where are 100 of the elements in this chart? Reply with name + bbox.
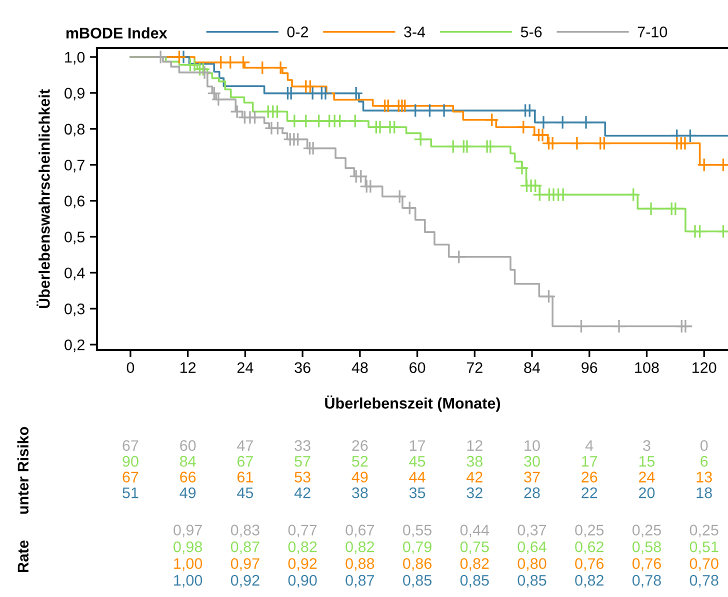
x-tick-label: 0: [126, 362, 134, 374]
data-label: 1,00: [174, 558, 202, 571]
data-label: 17: [582, 456, 598, 467]
data-label: 51: [122, 488, 138, 498]
data-label: 0,25: [575, 524, 604, 538]
data-label: 0,78: [690, 574, 718, 588]
data-label: 0,58: [632, 541, 661, 554]
data-label: 26: [352, 440, 368, 451]
data-label: 0,82: [346, 541, 374, 554]
data-label: 3: [643, 440, 650, 451]
data-label: 10: [524, 440, 540, 451]
data-label: 0,51: [690, 541, 718, 554]
data-label: 0,44: [460, 524, 490, 538]
data-label: 0,75: [460, 541, 489, 554]
data-label: 0,98: [174, 541, 202, 554]
x-tick-label: 96: [582, 362, 598, 374]
data-label: 24: [639, 472, 655, 482]
data-label: 0,70: [690, 558, 718, 571]
data-label: 0,92: [230, 574, 260, 588]
data-label: 47: [237, 440, 253, 451]
data-label: 0,82: [575, 574, 604, 588]
data-label: 0,76: [575, 558, 604, 571]
data-label: 0,87: [346, 574, 374, 588]
data-label: 0,78: [632, 574, 661, 588]
data-label: 18: [696, 487, 712, 498]
y-axis-title: Rate: [18, 540, 29, 572]
data-label: 0,97: [230, 558, 260, 571]
data-label: 0,64: [518, 541, 546, 554]
data-label: 0,88: [346, 558, 374, 571]
data-label: 61: [237, 472, 253, 482]
data-label: 32: [466, 487, 482, 498]
data-label: 37: [524, 472, 540, 482]
data-label: 0,55: [403, 524, 432, 538]
data-label: 33: [294, 440, 310, 451]
y-axis-title: Überlebenswahrscheinlichkeit: [36, 89, 50, 308]
data-label: 0,83: [230, 524, 260, 538]
data-label: 22: [582, 487, 598, 498]
y-tick-label: 0,8: [64, 124, 85, 136]
data-label: 0,87: [230, 541, 260, 554]
x-tick-label: 24: [237, 362, 254, 373]
y-axis-title: unter Risiko: [17, 426, 29, 514]
data-label: 0: [700, 440, 708, 451]
y-tick-label: 0,4: [64, 268, 85, 280]
data-label: 45: [237, 488, 254, 498]
data-label: 53: [294, 472, 310, 482]
data-label: 13: [696, 472, 712, 482]
y-tick-label: 0,6: [64, 196, 85, 208]
data-label: 20: [639, 487, 655, 498]
legend-label: 0-2: [287, 26, 308, 38]
data-label: 49: [180, 487, 196, 498]
data-label: 0,85: [518, 574, 546, 588]
data-label: 90: [122, 456, 138, 467]
data-label: 38: [466, 456, 482, 467]
y-tick-label: 0,9: [64, 88, 84, 100]
data-label: 0,25: [632, 524, 661, 538]
data-label: 84: [180, 456, 196, 467]
data-label: 0,62: [575, 541, 604, 554]
legend-label: 5-6: [520, 26, 542, 38]
data-label: 30: [524, 456, 540, 467]
data-label: 60: [180, 440, 196, 451]
data-label: 67: [122, 440, 138, 451]
data-label: 28: [524, 487, 540, 498]
data-label: 52: [352, 456, 368, 467]
data-label: 0,92: [288, 558, 317, 571]
data-label: 6: [700, 456, 708, 467]
x-tick-label: 12: [180, 362, 196, 373]
x-tick-label: 120: [692, 362, 716, 374]
data-label: 0,25: [690, 524, 718, 538]
data-label: 0,90: [288, 574, 317, 588]
legend-label: 3-4: [404, 26, 426, 38]
data-label: 1,00: [174, 574, 202, 588]
data-label: 49: [352, 472, 368, 482]
data-label: 38: [352, 487, 368, 498]
data-label: 0,82: [460, 558, 489, 571]
data-label: 42: [466, 472, 482, 482]
y-tick-label: 0,3: [64, 304, 85, 316]
x-tick-label: 36: [294, 362, 310, 374]
x-tick-label: 84: [524, 362, 540, 374]
y-tick-label: 0,2: [64, 339, 84, 352]
legend-label: 7-10: [638, 26, 668, 38]
data-label: 66: [180, 472, 196, 482]
data-label: 17: [410, 440, 426, 451]
data-label: 67: [237, 456, 253, 467]
data-label: 26: [582, 472, 598, 482]
x-tick-label: 48: [352, 362, 368, 374]
data-label: 0,86: [403, 558, 432, 571]
data-label: 0,85: [403, 574, 432, 588]
data-label: 42: [294, 487, 310, 498]
data-label: 0,97: [174, 524, 202, 538]
data-label: 4: [585, 440, 594, 451]
data-label: 35: [409, 487, 426, 498]
y-tick-label: 0,7: [64, 160, 84, 172]
data-label: 12: [467, 440, 482, 451]
data-label: 44: [409, 472, 426, 482]
data-label: 67: [122, 472, 138, 482]
legend-title: mBODE Index: [66, 27, 168, 39]
data-label: 15: [639, 456, 655, 467]
x-tick-label: 108: [635, 362, 659, 374]
data-label: 0,80: [518, 558, 546, 571]
data-label: 0,37: [518, 524, 546, 538]
